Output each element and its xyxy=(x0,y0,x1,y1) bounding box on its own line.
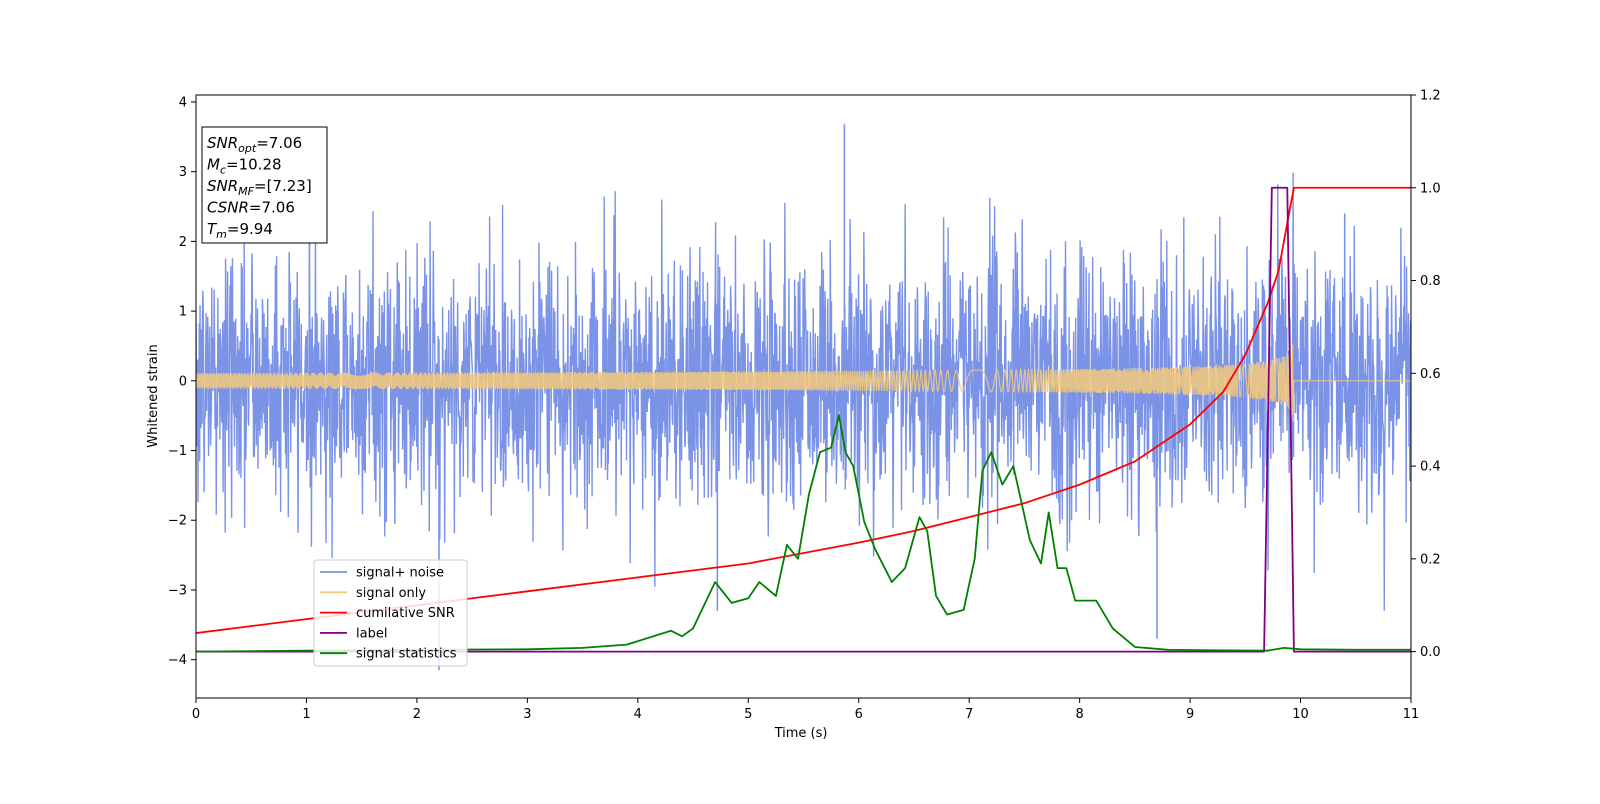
y-left-tick-label: −2 xyxy=(168,514,187,529)
annotation-line-3: CSNR=7.06 xyxy=(207,199,295,217)
annotation-line-4: Tm=9.94 xyxy=(207,220,273,241)
series-label-line xyxy=(196,186,1411,653)
y-axis-label: Whitened strain xyxy=(146,344,161,447)
y-left-tick-label: −3 xyxy=(168,583,187,598)
x-axis-label: Time (s) xyxy=(774,726,828,741)
series-cumilative-snr-line xyxy=(196,186,1411,634)
annotation-line-2: SNRMF=[7.23] xyxy=(207,177,312,198)
axis-ticks: 0 1 2 3 4 5 6 7 8 9 10 1143210−1−2−3−41.21.00.80.60… xyxy=(168,89,1441,723)
plot-frame xyxy=(195,94,1412,699)
y-left-tick-label: −4 xyxy=(168,653,187,668)
y-left-tick-label: 4 xyxy=(179,95,187,110)
y-left-tick-label: −1 xyxy=(168,444,187,459)
x-tick-label: 3 xyxy=(523,707,531,722)
series-signal-only-line xyxy=(196,343,1411,422)
annotation-frame xyxy=(201,126,328,244)
plot-area xyxy=(196,124,1411,671)
series-signal-noise-line xyxy=(196,172,1411,611)
y-right-tick-label: 0.0 xyxy=(1420,645,1441,660)
annotation-line-0: SNRopt=7.06 xyxy=(207,134,302,155)
x-tick-label: 0 xyxy=(192,707,200,722)
x-tick-label: 1 xyxy=(302,707,310,722)
y-right-tick-label: 1.2 xyxy=(1420,89,1441,104)
x-tick-label: 2 xyxy=(413,707,421,722)
legend-label-0: signal+ noise xyxy=(356,566,444,581)
legend-label-2: cumilative SNR xyxy=(356,606,455,621)
y-left-tick-label: 2 xyxy=(179,235,187,250)
x-tick-label: 11 xyxy=(1403,707,1420,722)
y-right-tick-label: 1.0 xyxy=(1420,181,1441,196)
legend-label-1: signal only xyxy=(356,586,426,601)
y-right-tick-label: 0.2 xyxy=(1420,552,1441,567)
x-tick-label: 7 xyxy=(965,707,973,722)
y-right-tick-label: 0.8 xyxy=(1420,274,1441,289)
x-tick-label: 4 xyxy=(634,707,642,722)
legend-frame xyxy=(313,559,468,667)
series-signal-statistics-line xyxy=(196,414,1411,653)
x-tick-label: 10 xyxy=(1292,707,1309,722)
legend-label-3: label xyxy=(356,626,387,641)
x-tick-label: 5 xyxy=(744,707,752,722)
legend: signal+ noise signal only cumilative SNR la… xyxy=(313,559,468,667)
y-left-tick-label: 1 xyxy=(179,305,187,320)
y-right-tick-label: 0.6 xyxy=(1420,367,1441,382)
y-right-tick-label: 0.4 xyxy=(1420,460,1441,475)
y-left-tick-label: 3 xyxy=(179,165,187,180)
annotation-line-1: Mc=10.28 xyxy=(207,156,282,177)
x-tick-label: 6 xyxy=(855,707,863,722)
annotation-box: SNRopt=7.06Mc=10.28SNRMF=[7.23]CSNR=7.06… xyxy=(201,126,328,244)
legend-label-4: signal statistics xyxy=(356,647,457,662)
y-left-tick-label: 0 xyxy=(179,374,187,389)
x-tick-label: 9 xyxy=(1186,707,1194,722)
x-tick-label: 8 xyxy=(1075,707,1083,722)
